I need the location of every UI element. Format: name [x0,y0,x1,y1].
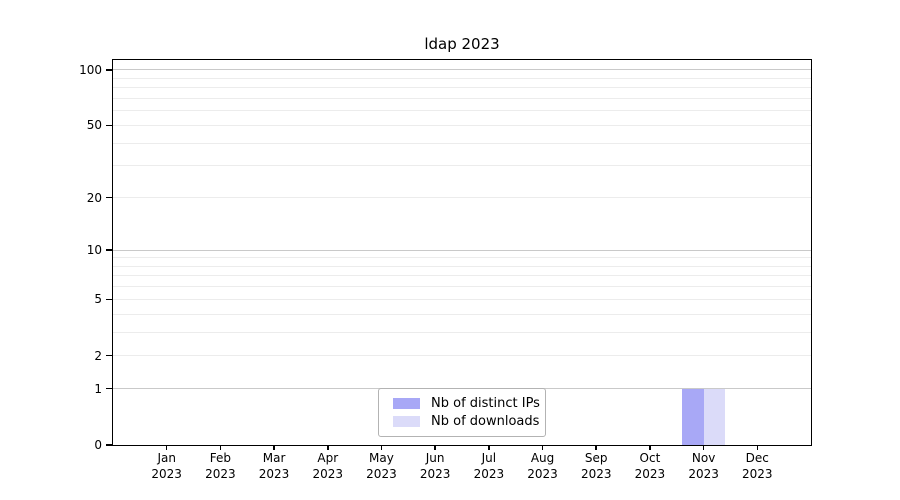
y-tick-label: 100 [79,62,102,77]
y-tick-label: 0 [94,438,102,452]
chart-title: ldap 2023 [424,35,500,53]
gridline-minor [113,355,811,357]
x-tick-mark [273,445,275,450]
gridline-minor [113,97,811,99]
x-tick-label: Jun 2023 [419,451,451,481]
gridline-minor [113,257,811,259]
x-tick-label: Dec 2023 [742,451,773,481]
gridline-minor [113,197,811,198]
gridline-minor [113,265,811,267]
gridline-minor [113,77,811,79]
y-tick-label: 10 [86,243,102,258]
y-tick-mark [106,298,112,301]
y-tick-label: 2 [94,348,102,363]
y-tick-mark [106,124,112,127]
gridline-minor [113,165,811,167]
x-tick-mark [488,445,490,450]
y-tick-mark [106,444,112,446]
y-tick-mark [106,196,112,199]
gridline-minor [113,124,811,126]
x-tick-mark [595,445,598,450]
gridline-minor [113,298,811,300]
x-tick-label: Mar 2023 [258,451,290,481]
gridline-minor [113,87,811,89]
legend-label-distinct-ips: Nb of distinct IPs [431,396,540,411]
bar-nb-of-distinct-ips [682,388,704,445]
legend-label-downloads: Nb of downloads [431,414,540,429]
legend-item-downloads: Nb of downloads [387,414,540,429]
legend-swatch-distinct-ips [393,398,420,409]
x-tick-mark [219,445,222,450]
x-tick-mark [649,445,651,450]
legend-item-distinct-ips: Nb of distinct IPs [387,396,540,411]
x-tick-mark [380,445,383,450]
x-tick-mark [756,445,759,450]
gridline-minor [113,286,811,288]
x-tick-mark [326,445,329,450]
x-tick-mark [702,445,705,450]
x-tick-label: Oct 2023 [634,451,666,481]
plot-area [113,60,811,445]
y-tick-mark [106,354,112,357]
x-tick-label: Nov 2023 [688,451,719,481]
x-tick-label: Feb 2023 [205,451,236,481]
x-tick-label: Jul 2023 [473,451,505,481]
y-tick-label: 20 [86,190,102,205]
x-tick-mark [434,445,436,450]
y-tick-mark [106,69,112,71]
x-tick-label: Sep 2023 [580,451,612,481]
x-tick-mark [165,445,168,450]
gridline-minor [113,110,811,112]
gridline-minor [113,331,811,333]
x-tick-label: May 2023 [366,451,397,481]
y-tick-mark [106,249,112,251]
gridline-minor [113,313,811,315]
y-tick-mark [106,387,112,390]
y-tick-label: 1 [94,381,102,396]
x-tick-label: Jan 2023 [151,451,182,481]
y-tick-label: 5 [94,292,102,307]
y-tick-label: 50 [86,118,102,133]
x-tick-label: Aug 2023 [527,451,558,481]
gridline-major [113,249,811,251]
bar-nb-of-downloads [703,388,726,445]
x-tick-label: Apr 2023 [312,451,344,481]
gridline-major [113,69,811,71]
legend: Nb of distinct IPs Nb of downloads [378,388,546,437]
x-tick-mark [541,445,544,450]
gridline-minor [113,275,811,277]
legend-swatch-downloads [393,416,420,427]
gridline-minor [113,142,811,144]
